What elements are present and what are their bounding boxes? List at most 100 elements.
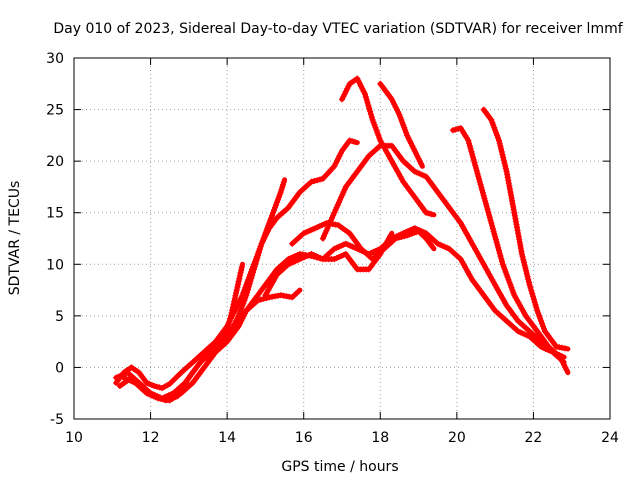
data-point [501, 160, 508, 166]
data-point [532, 302, 539, 308]
data-point [365, 102, 372, 109]
data-point [252, 260, 259, 267]
data-point [311, 178, 318, 184]
data-point [530, 296, 537, 303]
data-point [387, 232, 394, 239]
series-track-f [289, 220, 437, 263]
data-point [498, 255, 505, 262]
data-point [491, 231, 498, 237]
data-point [493, 239, 500, 246]
x-tick-label: 22 [525, 430, 543, 446]
data-point [254, 255, 261, 261]
data-point [308, 178, 315, 185]
data-point [470, 156, 477, 163]
data-point [511, 212, 518, 219]
y-tick-label: -5 [50, 412, 64, 428]
data-point [247, 277, 254, 284]
data-point [244, 289, 251, 296]
x-tick-label: 16 [295, 430, 313, 446]
series-track-g [262, 230, 395, 299]
data-point [498, 146, 505, 152]
data-point [317, 176, 323, 183]
data-point [257, 296, 264, 303]
x-tick-label: 24 [601, 430, 619, 446]
y-tick-label: 25 [46, 103, 64, 119]
data-point [246, 280, 253, 287]
data-point [496, 250, 503, 257]
data-point [528, 287, 535, 294]
data-point [500, 157, 507, 164]
data-point [496, 140, 503, 147]
data-point [233, 287, 240, 294]
x-tick-label: 10 [65, 430, 83, 446]
data-point [483, 200, 489, 207]
data-point [492, 233, 499, 240]
data-point [518, 251, 525, 257]
data-point [486, 211, 492, 218]
data-point [473, 167, 480, 174]
data-point [484, 206, 491, 213]
data-point [524, 273, 531, 280]
data-point [248, 275, 255, 281]
data-point [563, 367, 570, 373]
data-point [490, 228, 497, 235]
data-point [530, 293, 536, 300]
data-point [465, 137, 472, 144]
data-point [314, 177, 321, 184]
data-series [113, 75, 571, 404]
data-point [479, 187, 486, 193]
data-point [257, 243, 264, 250]
data-point [527, 284, 534, 291]
y-tick-label: 15 [46, 206, 64, 222]
data-point [521, 262, 528, 269]
data-point [428, 211, 435, 218]
data-point [368, 114, 375, 120]
data-point [531, 299, 538, 306]
data-point [235, 278, 242, 285]
data-point [499, 258, 505, 265]
data-point [497, 253, 504, 259]
data-point [525, 279, 532, 286]
data-point [396, 111, 403, 118]
data-point [251, 263, 258, 270]
x-axis-label: GPS time / hours [281, 459, 398, 475]
data-point [492, 236, 499, 243]
data-point [523, 267, 530, 274]
data-point [469, 151, 476, 158]
data-point [250, 269, 257, 276]
series-track-d [120, 287, 303, 404]
data-point [517, 245, 524, 252]
data-point [488, 220, 495, 226]
data-point [472, 162, 479, 169]
data-point [474, 170, 481, 177]
chart-title: Day 010 of 2023, Sidereal Day-to-day VTE… [53, 21, 623, 37]
data-point [280, 179, 287, 186]
data-point [395, 234, 402, 241]
y-tick-label: 10 [46, 257, 64, 273]
data-point [418, 160, 425, 167]
axes: 10 12 14 16 18 20 22 24 -5 0 5 10 15 20 25 30 [46, 51, 619, 446]
data-point [497, 143, 504, 150]
data-point [502, 165, 509, 172]
data-point [245, 283, 252, 290]
data-point [486, 214, 493, 221]
data-point [487, 217, 494, 224]
data-point [245, 286, 251, 293]
data-point [230, 301, 237, 308]
y-tick-label: 30 [46, 51, 64, 67]
data-point [489, 222, 496, 229]
data-point [250, 266, 257, 273]
data-point [473, 165, 479, 171]
data-point [227, 315, 234, 322]
series-track-j [377, 80, 425, 169]
data-point [366, 105, 373, 112]
data-point [525, 276, 532, 283]
data-point [496, 137, 502, 144]
data-point [255, 252, 262, 259]
data-point [529, 290, 536, 297]
data-point [225, 321, 232, 328]
data-point [238, 264, 245, 271]
data-point [367, 111, 374, 118]
